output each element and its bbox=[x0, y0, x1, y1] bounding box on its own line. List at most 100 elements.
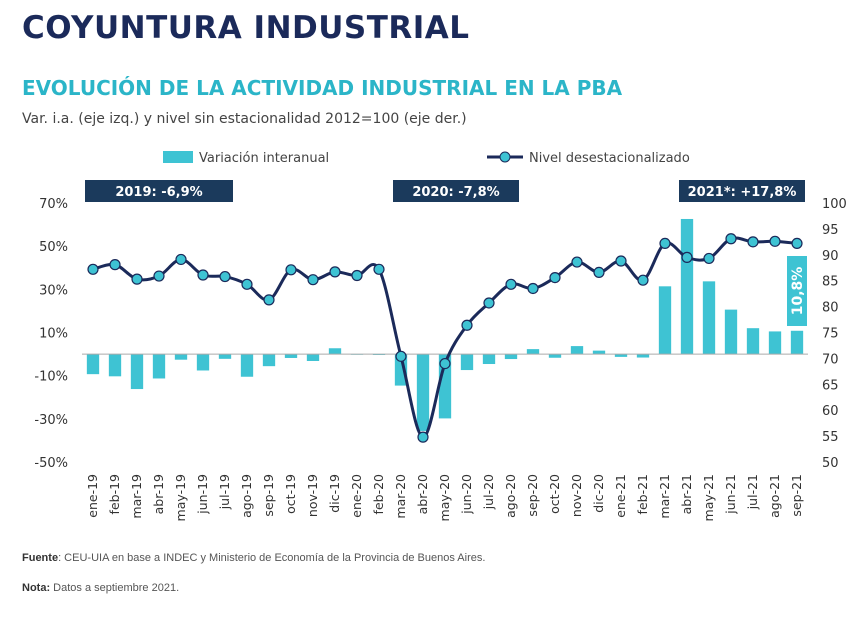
bar bbox=[196, 354, 210, 371]
right-axis-tick: 50 bbox=[822, 456, 839, 471]
x-tick-label: nov-19 bbox=[305, 474, 320, 517]
bar bbox=[262, 354, 276, 367]
bar bbox=[592, 350, 606, 355]
x-tick-label: may-20 bbox=[437, 474, 452, 521]
right-axis-tick: 65 bbox=[822, 378, 839, 393]
bar bbox=[108, 354, 122, 377]
x-tick-label: may-19 bbox=[173, 474, 188, 521]
bar bbox=[460, 354, 474, 371]
line-point bbox=[351, 269, 363, 282]
chart-title: EVOLUCIÓN DE LA ACTIVIDAD INDUSTRIAL EN … bbox=[22, 76, 623, 100]
x-tick-label: feb-20 bbox=[371, 474, 386, 514]
line-point bbox=[659, 237, 671, 250]
source-text: : CEU-UIA en base a INDEC y Ministerio d… bbox=[58, 552, 486, 564]
bar bbox=[526, 349, 540, 355]
bar bbox=[240, 354, 254, 377]
bar bbox=[680, 218, 694, 355]
bar bbox=[636, 354, 650, 358]
annotation-badge bbox=[393, 180, 519, 202]
x-tick-label: sep-19 bbox=[261, 474, 276, 517]
line-point bbox=[219, 270, 231, 283]
bar bbox=[130, 354, 144, 390]
line-point bbox=[681, 251, 693, 263]
annotation-badge bbox=[85, 180, 233, 202]
line-point bbox=[241, 278, 253, 290]
x-tick-label: abr-20 bbox=[415, 474, 430, 514]
right-axis-tick: 95 bbox=[822, 223, 839, 238]
line-point bbox=[263, 294, 275, 306]
x-tick-label: sep-21 bbox=[789, 474, 804, 517]
line-point bbox=[87, 263, 99, 275]
x-tick-label: ago-19 bbox=[239, 474, 254, 518]
left-axis-tick: 30% bbox=[39, 283, 68, 298]
x-tick-label: may-21 bbox=[701, 474, 716, 521]
x-tick-label: jul-21 bbox=[745, 474, 760, 510]
bar bbox=[416, 354, 430, 431]
x-tick-label: jun-20 bbox=[459, 474, 474, 515]
line-point bbox=[461, 319, 473, 331]
bar bbox=[724, 309, 738, 355]
annotation-text: 2019: -6,9% bbox=[115, 185, 202, 200]
source-label: Fuente bbox=[22, 552, 59, 564]
bar bbox=[658, 286, 672, 355]
bar bbox=[614, 354, 628, 357]
legend-marker-line bbox=[499, 151, 511, 163]
page-title: COYUNTURA INDUSTRIAL bbox=[22, 10, 470, 46]
bar bbox=[306, 354, 320, 361]
chart: Variación interanual Nivel desestacionali… bbox=[34, 151, 847, 521]
bar bbox=[218, 354, 232, 359]
x-tick-label: jul-20 bbox=[481, 474, 496, 510]
line-point bbox=[505, 278, 517, 290]
x-tick-label: feb-19 bbox=[107, 474, 122, 514]
line-point bbox=[175, 253, 187, 266]
right-axis-tick: 100 bbox=[822, 197, 847, 212]
x-tick-label: dic-20 bbox=[591, 474, 606, 513]
annotation-text: 2020: -7,8% bbox=[412, 185, 499, 200]
x-tick-label: oct-19 bbox=[283, 474, 298, 514]
x-tick-label: abr-21 bbox=[679, 474, 694, 514]
line-point bbox=[373, 263, 385, 275]
line-point bbox=[439, 357, 451, 370]
left-axis-tick: -10% bbox=[34, 370, 68, 385]
x-tick-label: jul-19 bbox=[217, 474, 232, 510]
left-axis-tick: 50% bbox=[39, 240, 68, 255]
right-axis-tick: 70 bbox=[822, 352, 839, 367]
line-point bbox=[109, 259, 121, 271]
bar bbox=[504, 354, 518, 360]
x-tick-label: ene-19 bbox=[85, 474, 100, 518]
line-point bbox=[637, 274, 649, 286]
line-point bbox=[593, 266, 605, 279]
line-point bbox=[703, 252, 715, 265]
right-axis-tick: 85 bbox=[822, 275, 839, 290]
bar bbox=[768, 331, 782, 355]
x-tick-label: mar-19 bbox=[129, 474, 144, 519]
bar bbox=[328, 348, 342, 355]
bar bbox=[152, 354, 166, 379]
right-axis-tick: 75 bbox=[822, 327, 839, 342]
left-axis-tick: -30% bbox=[34, 413, 68, 428]
bar bbox=[86, 354, 100, 375]
x-tick-label: ago-21 bbox=[767, 474, 782, 518]
bar bbox=[394, 354, 408, 386]
x-tick-label: oct-20 bbox=[547, 474, 562, 514]
note-text: Datos a septiembre 2021. bbox=[50, 582, 180, 594]
bar bbox=[174, 354, 188, 360]
line-point bbox=[615, 255, 627, 267]
x-tick-label: mar-20 bbox=[393, 474, 408, 519]
note-label: Nota: bbox=[22, 582, 51, 594]
line-point bbox=[791, 237, 803, 250]
line-point bbox=[131, 273, 143, 285]
line-point bbox=[307, 274, 319, 286]
series-line bbox=[92, 236, 798, 439]
line-point bbox=[527, 282, 539, 295]
bar bbox=[284, 354, 298, 358]
line-point bbox=[329, 266, 341, 278]
source-note: Fuente: CEU-UIA en base a INDEC y Minist… bbox=[22, 552, 485, 564]
line-point bbox=[285, 264, 297, 276]
x-tick-label: ene-21 bbox=[613, 474, 628, 518]
right-axis-tick: 80 bbox=[822, 301, 839, 316]
annotation-badge bbox=[679, 180, 805, 202]
x-tick-label: dic-19 bbox=[327, 474, 342, 513]
left-axis-tick: 70% bbox=[39, 197, 68, 212]
legend-swatch-bars bbox=[163, 151, 193, 163]
